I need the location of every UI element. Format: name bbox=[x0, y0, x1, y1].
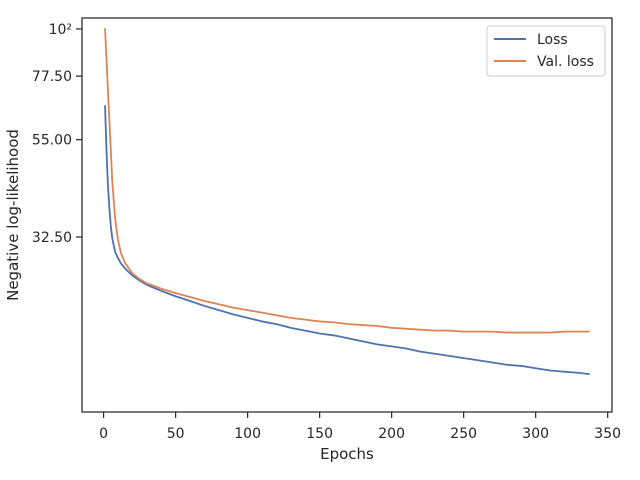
x-tick-label: 150 bbox=[306, 426, 333, 442]
legend-label-loss: Loss bbox=[537, 32, 568, 48]
x-tick-label: 250 bbox=[450, 426, 477, 442]
y-axis-label: Negative log-likelihood bbox=[4, 129, 22, 301]
y-axis: 32.50 55.00 77.50 10² bbox=[32, 22, 82, 246]
x-axis: 0 50 100 150 200 250 300 350 bbox=[99, 412, 621, 442]
y-tick-label: 77.50 bbox=[32, 69, 72, 85]
x-tick-label: 200 bbox=[378, 426, 405, 442]
y-tick-label: 10² bbox=[49, 22, 72, 38]
legend-label-val-loss: Val. loss bbox=[537, 54, 594, 70]
x-tick-label: 300 bbox=[522, 426, 549, 442]
series-layer bbox=[104, 28, 590, 375]
plot-frame bbox=[81, 17, 613, 413]
x-axis-label: Epochs bbox=[320, 445, 374, 463]
x-tick-label: 100 bbox=[234, 426, 261, 442]
y-tick-label: 32.50 bbox=[32, 230, 72, 246]
series-line-loss bbox=[104, 104, 590, 375]
y-tick-label: 55.00 bbox=[32, 133, 72, 149]
series-line-val-loss bbox=[104, 28, 590, 334]
x-tick-label: 0 bbox=[99, 426, 108, 442]
x-tick-label: 50 bbox=[167, 426, 185, 442]
legend: Loss Val. loss bbox=[486, 25, 606, 77]
x-tick-label: 350 bbox=[594, 426, 621, 442]
